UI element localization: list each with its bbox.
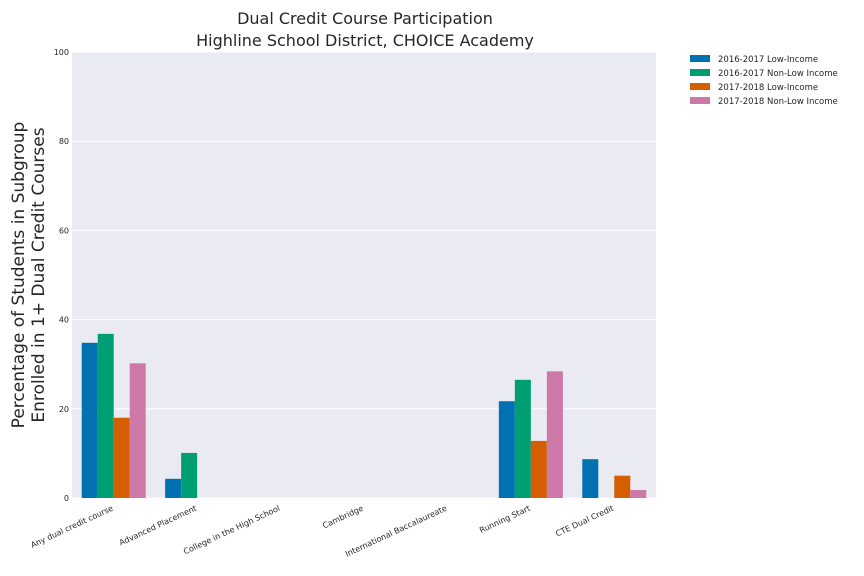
legend-swatch xyxy=(690,69,710,76)
bar xyxy=(97,333,114,498)
legend-label: 2017-2018 Non-Low Income xyxy=(718,97,838,107)
legend: 2016-2017 Low-Income 2016-2017 Non-Low In… xyxy=(690,55,838,107)
bar xyxy=(498,401,515,498)
y-tick-label: 0 xyxy=(64,494,69,503)
bar xyxy=(165,478,182,498)
x-tick-label: Cambridge xyxy=(321,504,365,531)
y-tick-labels: 0 20 40 60 80 100 xyxy=(54,48,69,503)
y-axis-label-line-2: Enrolled in 1+ Dual Credit Courses xyxy=(29,127,49,422)
legend-label: 2017-2018 Low-Income xyxy=(718,83,818,93)
legend-swatch xyxy=(690,97,710,104)
y-tick-label: 80 xyxy=(59,137,69,146)
bar xyxy=(630,489,647,498)
y-tick-label: 60 xyxy=(59,226,69,235)
y-axis-label-line-1: Percentage of Students in Subgroup xyxy=(9,122,29,429)
bar xyxy=(546,371,563,498)
bar xyxy=(81,342,98,498)
y-tick-label: 100 xyxy=(54,48,69,57)
bar xyxy=(514,379,531,498)
y-tick-label: 20 xyxy=(59,405,69,414)
legend-swatch xyxy=(690,83,710,90)
legend-label: 2016-2017 Low-Income xyxy=(718,55,818,65)
bar xyxy=(582,459,599,498)
bar xyxy=(530,440,547,498)
x-tick-labels: Any dual credit course Advanced Placement… xyxy=(29,504,615,559)
x-tick-label: Advanced Placement xyxy=(118,504,198,548)
legend-label: 2016-2017 Non-Low Income xyxy=(718,69,838,79)
bar xyxy=(113,417,130,498)
y-axis-label: Percentage of Students in Subgroup Enrol… xyxy=(9,122,49,429)
chart-title-line-1: Dual Credit Course Participation xyxy=(237,9,493,28)
legend-swatch xyxy=(690,55,710,62)
x-tick-label: Any dual credit course xyxy=(29,504,114,550)
chart-title: Dual Credit Course Participation Highlin… xyxy=(196,9,534,50)
y-tick-label: 40 xyxy=(59,316,69,325)
x-tick-label: CTE Dual Credit xyxy=(554,504,615,539)
bars xyxy=(81,333,647,498)
bar xyxy=(129,363,146,498)
bar xyxy=(181,452,198,498)
x-tick-label: Running Start xyxy=(478,504,532,535)
plot-area xyxy=(72,52,656,498)
bar xyxy=(614,475,631,498)
chart-title-line-2: Highline School District, CHOICE Academy xyxy=(196,31,534,50)
